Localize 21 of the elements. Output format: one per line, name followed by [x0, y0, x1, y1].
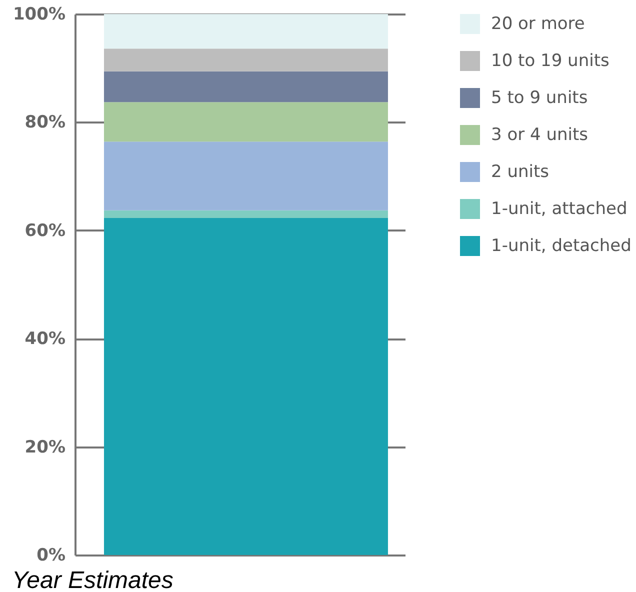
- bar: [104, 48, 388, 72]
- legend-label: 3 or 4 units: [491, 125, 588, 145]
- y-tick-label: 60%: [24, 220, 66, 241]
- legend-label: 1-unit, attached: [491, 199, 628, 219]
- legend-label: 20 or more: [491, 14, 585, 34]
- bar: [104, 210, 388, 218]
- y-tick-label: 20%: [24, 437, 66, 458]
- y-tick-label: 40%: [24, 329, 66, 350]
- bar: [104, 218, 388, 555]
- bar: [104, 142, 388, 210]
- bar: [104, 102, 388, 142]
- bar: [104, 14, 388, 49]
- bar: [104, 71, 388, 102]
- y-tick-label: 80%: [24, 112, 66, 133]
- y-tick-label: 0%: [36, 546, 66, 566]
- legend-label: 5 to 9 units: [491, 88, 588, 108]
- legend-label: 10 to 19 units: [491, 51, 610, 71]
- y-tick-label: 100%: [12, 4, 66, 24]
- legend-label: 1-unit, detached: [491, 236, 632, 256]
- text: Year Estimates: [12, 567, 174, 592]
- legend-label: 2 units: [491, 162, 550, 182]
